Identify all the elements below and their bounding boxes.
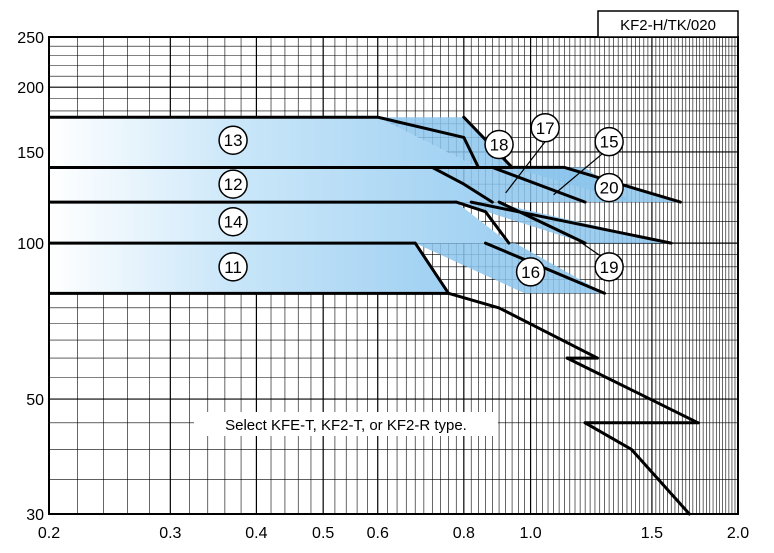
leader-line: [572, 235, 603, 258]
region-18: [377, 117, 513, 168]
boundary-curve: [454, 200, 511, 245]
marker-label: 13: [224, 131, 243, 150]
y-tick-label: 30: [26, 507, 44, 524]
region-12: [49, 167, 493, 203]
marker-label: 15: [600, 133, 619, 152]
region-16: [415, 243, 605, 294]
model-tag: KF2-H/TK/020: [620, 17, 716, 34]
x-tick-label: 0.4: [245, 525, 267, 542]
x-tick-label: 2.0: [727, 525, 749, 542]
region-14: [49, 202, 509, 244]
x-tick-label: 0.2: [38, 525, 60, 542]
marker-16: 16: [515, 257, 546, 287]
marker-11: 11: [218, 252, 248, 282]
boundary-curve: [484, 241, 606, 295]
marker-19: 19: [594, 252, 624, 282]
region-13: [49, 117, 479, 168]
marker-14: 14: [218, 206, 248, 237]
boundary-curve: [413, 241, 450, 295]
marker-20: 20: [594, 172, 624, 203]
marker-label: 18: [490, 136, 509, 155]
leader-line: [553, 151, 605, 196]
boundary-curve: [510, 165, 682, 204]
leader-line: [505, 141, 546, 194]
x-tick-label: 1.5: [641, 525, 663, 542]
y-tick-label: 150: [17, 145, 44, 162]
y-tick-labels: 30 50 100 150 200 250: [17, 30, 44, 524]
marker-circle: [218, 125, 248, 155]
region-11: [49, 243, 449, 294]
boundary-curve: [565, 356, 700, 425]
marker-13: 13: [218, 125, 248, 155]
marker-circle: [594, 252, 624, 282]
marker-12: 12: [218, 169, 248, 199]
x-tick-label: 0.6: [367, 525, 389, 542]
marker-label: 11: [224, 258, 242, 277]
marker-label: 20: [600, 179, 619, 198]
boundary-curve: [583, 421, 691, 516]
x-tick-label: 0.8: [453, 525, 475, 542]
plot-frame: [48, 36, 739, 515]
leader-lines: [505, 141, 605, 258]
note-box: Select KFE-T, KF2-T, or KF2-R type.: [194, 412, 498, 436]
marker-label: 19: [600, 258, 619, 277]
marker-circle: [218, 252, 248, 282]
x-tick-label: 1.0: [519, 525, 541, 542]
x-tick-label: 0.5: [312, 525, 334, 542]
marker-circle: [594, 126, 624, 157]
marker-18: 18: [484, 129, 514, 160]
marker-circle: [594, 172, 624, 203]
region-17: [432, 167, 573, 203]
y-tick-label: 50: [26, 392, 44, 409]
marker-circle: [218, 169, 248, 199]
x-tick-labels: 0.2 0.3 0.4 0.5 0.6 0.8 1.0 1.5 2.0: [38, 525, 749, 542]
y-tick-label: 200: [17, 80, 44, 97]
boundary-curve: [469, 200, 673, 245]
y-tick-label: 100: [17, 236, 44, 253]
boundary-curve: [497, 200, 587, 245]
marker-label: 14: [224, 213, 243, 232]
boundary-curve: [430, 165, 494, 204]
marker-15: 15: [594, 126, 624, 157]
boundary-curve: [447, 291, 599, 360]
model-tag-box: KF2-H/TK/020: [597, 10, 739, 38]
selection-note: Select KFE-T, KF2-T, or KF2-R type.: [225, 417, 467, 434]
region-markers: 13 12 14 11 18 17 15 20 19 16: [218, 113, 624, 287]
marker-circle: [484, 129, 514, 160]
marker-label: 12: [224, 175, 243, 194]
marker-circle: [515, 257, 546, 287]
marker-circle: [530, 113, 560, 143]
boundary-curve: [376, 115, 480, 169]
marker-circle: [218, 206, 248, 237]
marker-label: 16: [521, 263, 540, 282]
x-tick-label: 0.3: [159, 525, 181, 542]
marker-17: 17: [530, 113, 560, 143]
marker-label: 17: [536, 119, 555, 138]
y-tick-label: 250: [17, 30, 44, 47]
boundary-curve: [490, 165, 587, 204]
